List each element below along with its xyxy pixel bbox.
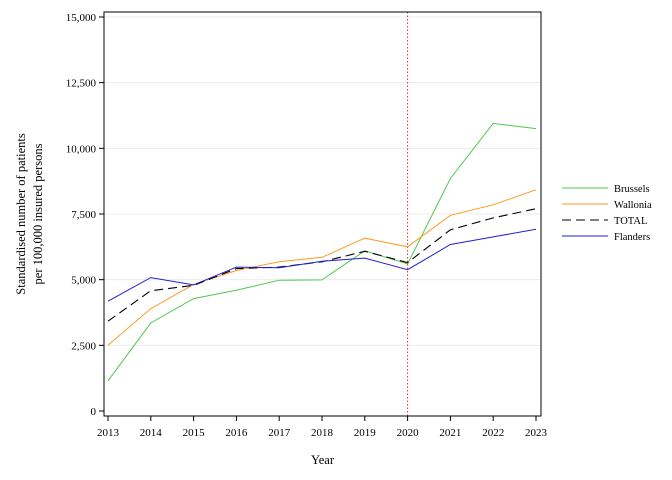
x-axis: 2013 2014 2015 2016 2017 2018 2019 2020 2021 2022… — [97, 416, 548, 439]
y-tick-label-15000: 15,000 — [66, 12, 97, 24]
grid-lines — [104, 16, 541, 346]
x-tick-label-2021: 2021 — [439, 427, 461, 439]
series-line-wallonia — [107, 189, 537, 346]
legend: Brussels Wallonia TOTAL Flanders — [562, 184, 652, 243]
y-axis-title-line-2: per 100,000 insured persons — [31, 143, 45, 284]
legend-label-flanders: Flanders — [614, 232, 650, 243]
legend-label-wallonia: Wallonia — [614, 200, 652, 211]
series-line-flanders — [107, 228, 537, 302]
y-tick-label-10000: 10,000 — [66, 143, 97, 155]
x-tick-label-2018: 2018 — [311, 427, 334, 439]
legend-label-brussels: Brussels — [614, 184, 650, 195]
x-tick-label-2017: 2017 — [268, 427, 291, 439]
series-line-brussels — [107, 122, 537, 382]
y-tick-label-12500: 12,500 — [66, 78, 97, 90]
y-tick-label-5000: 5,000 — [71, 275, 96, 287]
series-lines — [107, 122, 537, 382]
x-tick-label-2019: 2019 — [354, 427, 377, 439]
x-tick-label-2013: 2013 — [97, 427, 120, 439]
x-tick-label-2014: 2014 — [140, 427, 163, 439]
x-tick-label-2022: 2022 — [482, 427, 504, 439]
y-axis: 0 2,500 5,000 7,500 10,000 12,500 15,000 — [66, 12, 104, 418]
x-tick-label-2015: 2015 — [183, 427, 206, 439]
x-tick-label-2023: 2023 — [525, 427, 548, 439]
y-tick-label-2500: 2,500 — [71, 340, 96, 352]
y-axis-title-line-1: Standardised number of patients — [14, 133, 28, 295]
x-tick-label-2016: 2016 — [225, 427, 248, 439]
y-tick-label-7500: 7,500 — [71, 209, 96, 221]
y-tick-label-0: 0 — [91, 406, 97, 418]
legend-label-total: TOTAL — [614, 216, 647, 227]
series-line-total — [107, 208, 537, 322]
x-tick-label-2020: 2020 — [397, 427, 420, 439]
x-axis-title: Year — [311, 453, 335, 467]
